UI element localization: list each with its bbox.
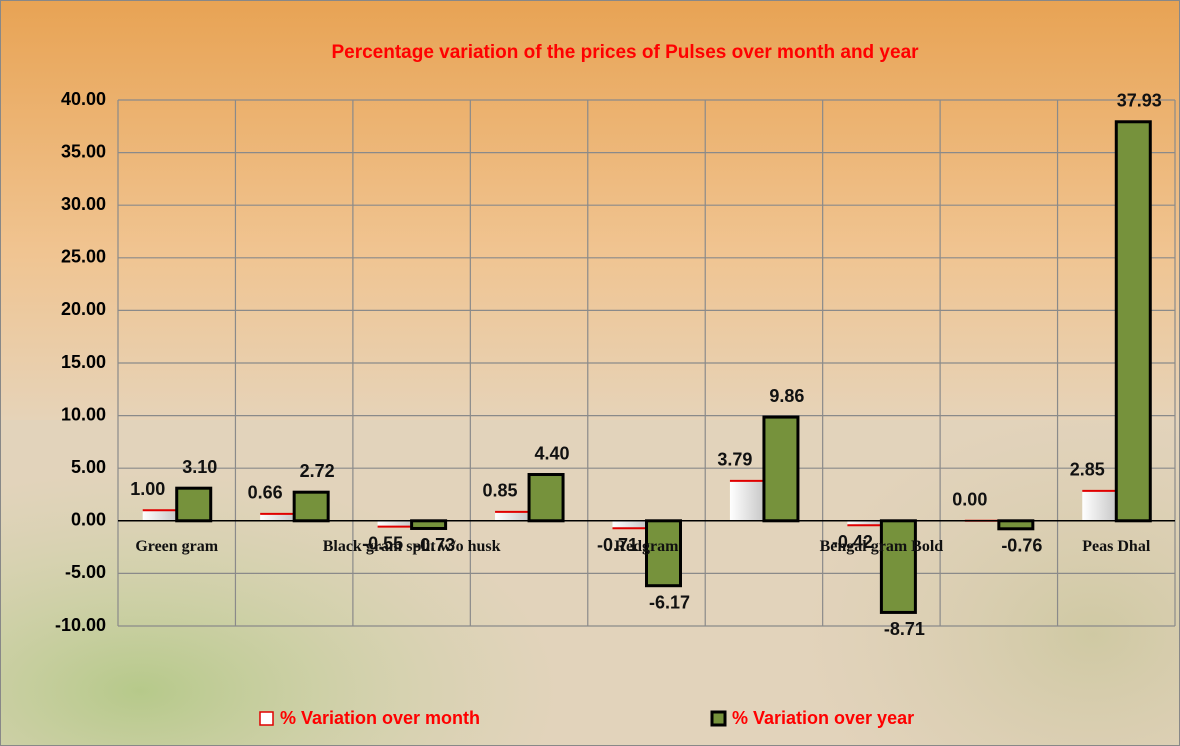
legend-item: % Variation over month [259,708,480,728]
y-tick-label: -5.00 [65,562,106,582]
data-label: 3.10 [182,457,217,477]
data-label: 2.85 [1070,460,1105,480]
legend-swatch [710,710,727,727]
y-tick-label: 0.00 [71,510,106,530]
y-tick-label: 25.00 [61,247,106,267]
legend-label: % Variation over month [280,708,480,728]
x-tick-label-box: Bengal gram Bold [819,538,944,555]
bar [410,519,448,530]
x-tick-label-box: Redgram [614,538,679,555]
data-label: 37.93 [1117,91,1162,111]
bar [612,520,647,529]
data-label: 0.00 [952,490,987,510]
data-label: 9.86 [769,386,804,406]
bar [142,510,177,521]
x-tick-label: Black gram split w/o husk [322,538,501,555]
bar [762,415,800,523]
y-tick-label: 5.00 [71,457,106,477]
y-tick-label: 35.00 [61,141,106,161]
x-tick-label: Green gram [135,538,219,555]
bar [847,520,882,526]
data-label: 0.66 [248,483,283,503]
bar [495,511,530,521]
legend-label: % Variation over year [732,708,914,728]
data-label: 3.79 [717,450,752,470]
bar [997,519,1035,531]
data-label: -0.55 [362,533,403,553]
bar [879,519,917,614]
y-tick-label: 40.00 [61,89,106,109]
bar [729,480,764,521]
data-label: -0.71 [597,535,638,555]
y-tick-label: -10.00 [55,615,106,635]
x-tick-label-box: Green gram [135,538,219,555]
data-label: -0.73 [414,535,455,555]
y-tick-label: 20.00 [61,299,106,319]
bar [645,519,682,588]
bar [527,473,565,523]
bar [260,513,295,521]
data-label: -6.17 [649,592,690,612]
data-label: 0.85 [483,481,518,501]
y-tick-label: 15.00 [61,352,106,372]
chart-title: Percentage variation of the prices of Pu… [331,42,919,63]
bar [292,490,330,523]
data-label: 2.72 [300,461,335,481]
x-tick-label-box: Black gram split w/o husk [322,538,501,555]
legend-item: % Variation over year [710,708,914,728]
data-label: -8.71 [884,619,925,639]
bar [1114,120,1152,523]
data-label: -0.42 [832,532,873,552]
x-tick-label: Redgram [614,538,679,555]
data-label: -0.76 [1001,536,1042,556]
data-label: 1.00 [130,479,165,499]
x-tick-label: Peas Dhal [1082,538,1151,555]
x-tick-label: Bengal gram Bold [819,538,944,555]
bar [175,486,213,523]
bar [377,520,412,527]
legend-swatch [259,711,274,726]
data-label: 4.40 [535,443,570,463]
y-tick-label: 30.00 [61,194,106,214]
x-tick-label-box: Peas Dhal [1082,538,1151,555]
y-tick-label: 10.00 [61,404,106,424]
bar [1082,490,1117,521]
